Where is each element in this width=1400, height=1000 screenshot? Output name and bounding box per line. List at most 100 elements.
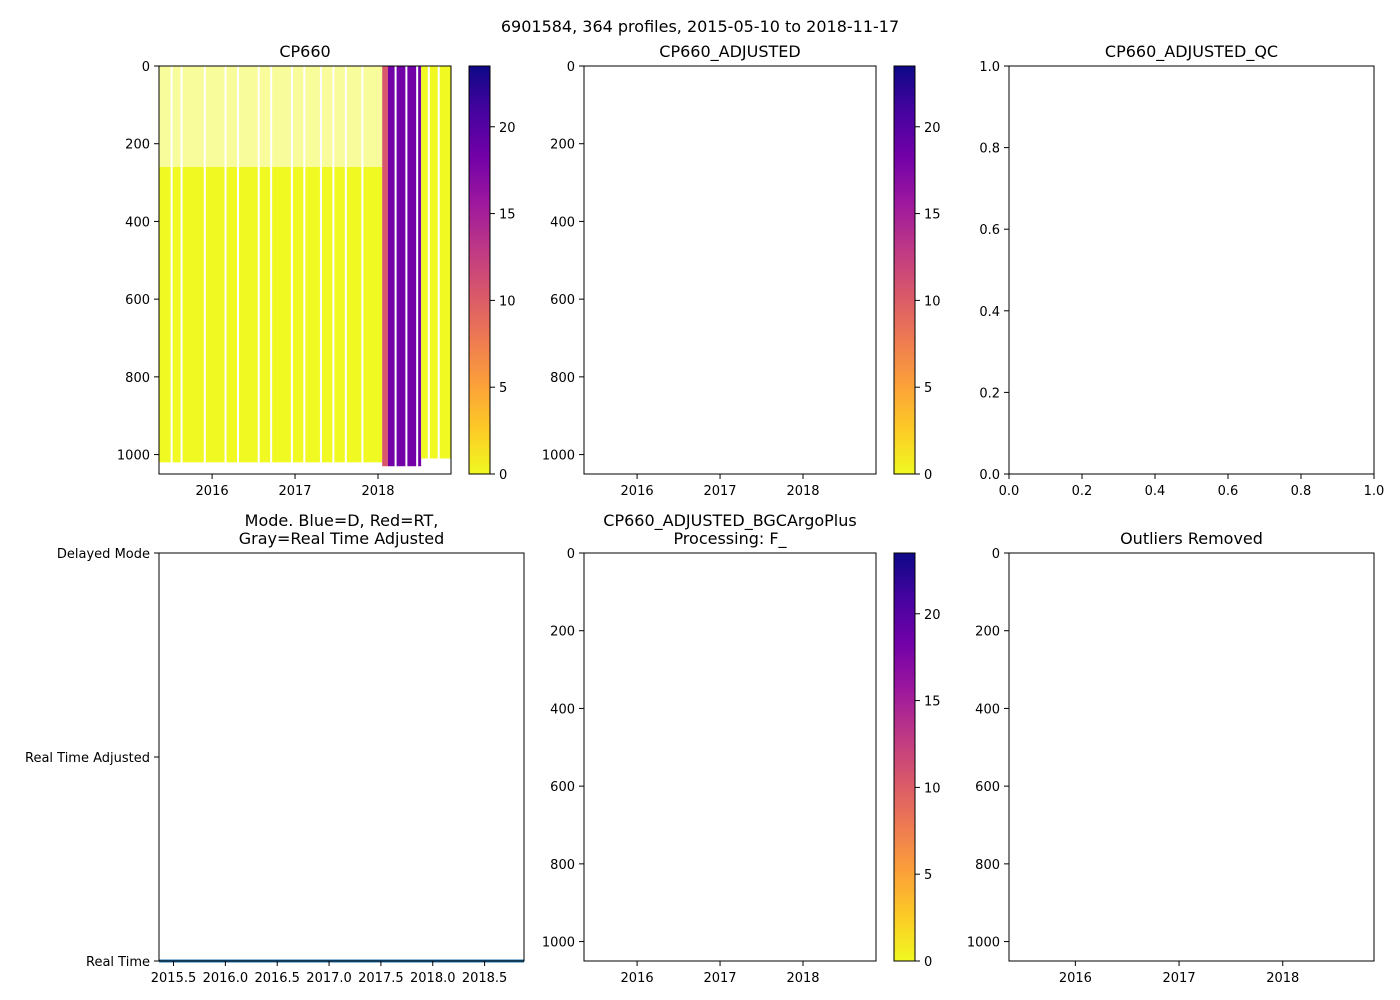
x-tick-label: 2018 [786,971,819,986]
colorbar-tick-label: 5 [924,381,932,396]
x-tick-label: 2017 [1163,971,1196,986]
y-tick-label: 200 [550,625,575,640]
y-tick-label: 400 [550,215,575,230]
y-tick-label: 1000 [967,936,1000,951]
y-tick-label: 0.8 [979,142,1000,157]
subplot-title-line: Outliers Removed [1120,529,1263,548]
y-tick-label: 200 [550,138,575,153]
subplot-title-line: Gray=Real Time Adjusted [239,529,445,548]
colorbar-tick-label: 20 [499,121,516,136]
colorbar-tick-label: 0 [924,955,932,970]
colorbar-tick-label: 15 [924,208,941,223]
y-tick-label: 1.0 [979,60,1000,75]
y-tick-label: 0 [567,547,575,562]
shallow-noise-band [159,66,383,168]
x-tick-label: 2017 [278,484,311,499]
profile-gap [224,66,227,474]
y-tick-label: 0.0 [979,468,1000,483]
x-tick-label: 2015.5 [151,971,197,986]
profile-gap [170,66,173,474]
x-tick-label: 2018 [361,484,394,499]
profile-gap [257,66,260,474]
subplot-cp660_adjusted: 2016 2017 201802004006008001000CP660_ADJUS… [542,42,941,499]
plot-area [584,553,876,961]
axes-frame [1008,65,1375,475]
x-tick-label: 2016 [621,971,654,986]
subplot-mode: 2015.5 2016.0 2016.5 2017.0 2017.5 2018.0 2018… [25,511,525,986]
colorbar-tick-label: 20 [924,121,941,136]
profile-gap [405,66,408,474]
x-tick-label: 2018.0 [410,971,456,986]
colorbar: 0 5 10 15 20 [893,65,941,483]
profile-gap [180,66,183,474]
profile-gap [416,66,419,474]
y-tick-label: 200 [125,138,150,153]
plot-area [159,553,524,961]
profile-gap [437,66,440,474]
subplot-bgcargoplus: 2016 2017 201802004006008001000CP660_ADJUS… [542,511,941,986]
subplot-title-line: CP660_ADJUSTED [659,42,800,62]
x-tick-label: 2018 [1266,971,1299,986]
y-tick-label: 0 [142,60,150,75]
profile-gap [332,66,335,474]
colorbar-tick-label: 15 [924,695,941,710]
subplot-title-line: CP660_ADJUSTED_QC [1105,42,1278,62]
subplot-grid: 2016 2017 201802004006008001000CP660051015… [25,42,1384,986]
subplot-outliers: 2016 2017 2018 0 200 400 600 800 1000 Outliers Re… [967,529,1375,986]
axes-frame [158,65,452,475]
colorbar-gradient [468,65,491,475]
y-tick-label: 600 [125,293,150,308]
subplot-title-line: CP660 [279,42,330,61]
x-tick-label: 2018.5 [462,971,508,986]
colorbar-tick-label: 15 [499,208,516,223]
y-tick-label: 1000 [542,449,575,464]
subplot-title: CP660_ADJUSTED_BGCArgoPlus Processing: F_ [603,511,856,549]
x-tick-label: 2017.5 [358,971,404,986]
heatmap-segment [382,66,388,467]
y-tick-label: 1000 [117,449,150,464]
y-tick-label: Real Time Adjusted [25,751,150,766]
subplot-title: CP660_ADJUSTED_QC [1105,42,1278,62]
subplot-cp660: 2016 2017 2018 0 200 400 600 800 1000 CP660 0 5 10 15… [117,42,516,499]
profile-gap [427,66,430,474]
colorbar-tick-label: 10 [499,294,516,309]
colorbar-tick-label: 20 [924,608,941,623]
profile-gap [344,66,347,474]
y-tick-label: 0.6 [979,223,1000,238]
y-tick-label: 0 [992,547,1000,562]
x-tick-label: 2016 [196,484,229,499]
x-tick-label: 2016 [1059,971,1092,986]
subplot-title: CP660_ADJUSTED [659,42,800,62]
profile-gap [236,66,239,474]
x-tick-label: 0.6 [1218,484,1239,499]
x-tick-label: 1.0 [1364,484,1385,499]
y-tick-label: 0.2 [979,386,1000,401]
y-tick-label: 800 [975,858,1000,873]
axes-frame [1008,552,1375,962]
axes-frame [583,65,877,475]
subplot-title-line: CP660_ADJUSTED_BGCArgoPlus [603,511,856,531]
profile-gap [319,66,322,474]
colorbar-tick-label: 0 [924,468,932,483]
heatmap-segment [421,66,451,459]
profile-gap [361,66,364,474]
y-tick-label: 800 [550,371,575,386]
colorbar: 0 5 10 15 20 [893,552,941,970]
subplot-title-line: Mode. Blue=D, Red=RT, [245,511,439,530]
x-tick-label: 0.0 [999,484,1020,499]
x-tick-label: 0.4 [1145,484,1166,499]
y-tick-label: 200 [975,625,1000,640]
x-tick-label: 2017 [703,484,736,499]
colorbar: 0 5 10 15 20 [468,65,516,483]
subplot-title: Mode. Blue=D, Red=RT, Gray=Real Time Adju… [239,511,445,548]
x-tick-label: 2016 [621,484,654,499]
plot-area [584,66,876,474]
profile-gap [203,66,206,474]
colorbar-gradient [893,552,916,962]
y-tick-label: Real Time [86,955,150,970]
y-tick-label: 600 [550,293,575,308]
profile-gap [394,66,397,474]
axes-frame [583,552,877,962]
y-tick-label: 400 [975,702,1000,717]
